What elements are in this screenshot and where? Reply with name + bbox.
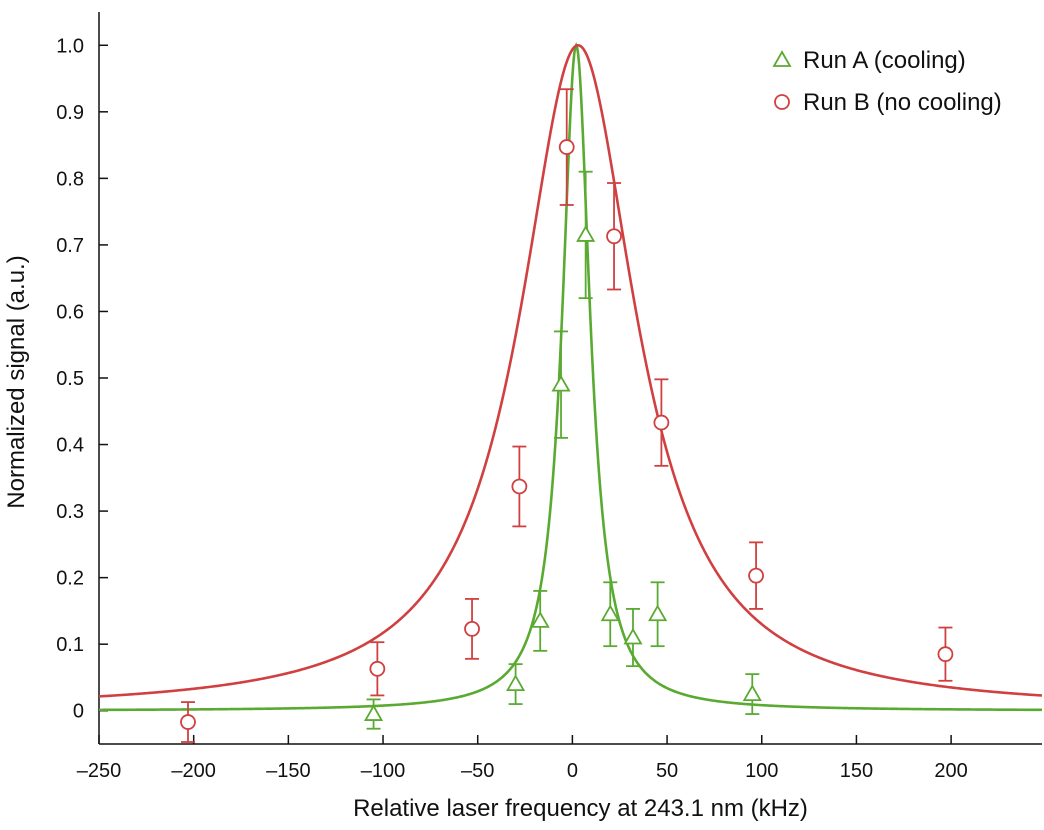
data-point-series-2 [464,598,480,660]
data-point-series-2 [558,88,575,206]
triangle-marker [364,704,384,721]
triangle-marker [600,604,620,622]
data-point-series-2 [606,182,622,291]
data-point-series-1 [623,608,643,668]
triangle-marker [742,684,762,701]
data-point-series-1 [551,330,571,439]
triangle-marker [623,627,643,645]
legend-circle-icon [774,94,790,110]
data-point-series-2 [937,626,954,682]
circle-marker [369,660,386,677]
y-tick-label: 0.8 [56,168,84,190]
y-tick-label: 0.6 [56,301,84,323]
y-tick-label: 0.1 [56,634,84,656]
fit-curve-series-1 [99,42,1043,712]
x-axis-title: Relative laser frequency at 243.1 nm (kH… [353,795,808,822]
triangle-marker [506,674,526,692]
legend-label: Run B (no cooling) [803,89,1002,116]
x-tick-label: –150 [266,760,311,782]
data-point-series-1 [600,581,620,648]
data-point-series-1 [364,698,384,730]
triangle-marker [576,225,596,242]
triangle-marker [648,604,668,622]
y-tick-label: 0.2 [56,568,84,590]
fit-curves [98,42,1043,712]
circle-marker [511,478,528,495]
triangle-marker [551,374,571,392]
data-point-series-2 [653,378,670,467]
y-tick-label: 1.0 [56,35,84,57]
y-tick-label: 0.5 [56,368,84,390]
data-point-series-1 [530,590,550,652]
y-tick-label: 0.3 [56,501,84,523]
x-tick-label: 100 [745,760,778,782]
circle-marker [464,620,480,637]
y-axis-title: Normalized signal (a.u.) [3,255,30,508]
legend-triangle-icon [772,50,792,67]
x-tick-label: –100 [361,760,406,782]
x-tick-label: 200 [934,760,967,782]
y-tick-label: 0.4 [56,435,84,457]
data-point-series-1 [742,673,762,715]
legend-entry-series-2: Run B (no cooling) [774,89,1002,116]
circle-marker [180,714,196,730]
circle-marker [653,414,670,431]
circle-marker [937,646,954,663]
legend-entry-series-1: Run A (cooling) [772,47,966,74]
y-tick-label: 0.7 [56,235,84,257]
data-point-series-1 [506,663,526,705]
data-point-series-2 [748,541,764,610]
data-points [180,88,954,743]
y-tick-label: 0.9 [56,102,84,124]
fit-curve-series-2 [98,43,1043,698]
x-tick-label: –200 [171,760,216,782]
circle-marker [748,567,764,584]
legend: Run A (cooling) Run B (no cooling) [772,47,1002,116]
data-point-series-2 [180,701,196,743]
data-point-series-2 [369,641,386,697]
triangle-marker [530,611,550,628]
axes: –250 –200 –150 –100 –50 0 50 100 150 200 0 0.1 0.2 0.… [56,12,1042,782]
legend-label: Run A (cooling) [803,47,966,74]
circle-marker [606,228,622,245]
circle-marker [558,139,575,155]
y-tick-label: 0 [73,701,84,723]
x-tick-label: 150 [840,760,873,782]
data-point-series-1 [648,581,668,648]
x-tick-label: –50 [461,760,494,782]
x-tick-label: 50 [656,760,678,782]
x-tick-label: –250 [77,760,122,782]
x-tick-label: 0 [567,760,578,782]
data-point-series-2 [511,445,528,528]
data-point-series-1 [576,170,596,300]
